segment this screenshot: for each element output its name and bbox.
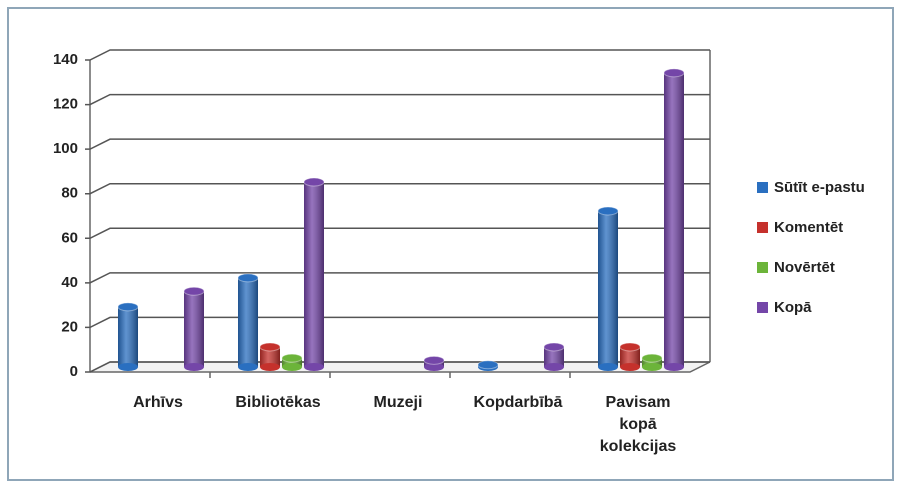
frame — [7, 7, 894, 481]
y-tick-label: 60 — [61, 229, 78, 246]
legend-swatch — [757, 182, 768, 193]
y-tick-label: 100 — [53, 140, 78, 157]
bar-shade — [118, 306, 138, 367]
bar-top — [597, 206, 619, 216]
grid-line — [85, 227, 710, 240]
bar-top — [281, 353, 303, 363]
x-tick-label: Kopdarbībā — [473, 394, 563, 411]
x-tick-label: Bibliotēkas — [235, 394, 321, 411]
grid-line — [85, 182, 710, 195]
bar-top — [183, 286, 205, 296]
bar-shade — [544, 346, 564, 367]
bar-shade — [282, 358, 302, 367]
bar-bottom — [620, 363, 640, 371]
y-tick-label: 40 — [61, 274, 78, 291]
bar-top — [477, 360, 499, 370]
y-tick-label: 80 — [61, 185, 78, 202]
bar-bottom — [260, 363, 280, 371]
bar-top — [663, 68, 685, 78]
bar-shade — [642, 358, 662, 367]
bar-shade — [620, 346, 640, 367]
legend-label: Sūtīt e-pastu — [774, 179, 865, 196]
legend-swatch — [757, 262, 768, 273]
bar-shade — [260, 346, 280, 367]
legend-label: Komentēt — [774, 219, 843, 236]
legend-label: Novērtēt — [774, 259, 835, 276]
bar-shade — [598, 211, 618, 367]
bar-top — [259, 342, 281, 352]
bar-top — [117, 302, 139, 312]
x-tick-label: Arhīvs — [133, 394, 183, 411]
grid-line — [85, 49, 710, 61]
bar-bottom — [642, 363, 662, 371]
bar-bottom — [544, 363, 564, 371]
bar-bottom — [238, 363, 258, 371]
bar-top — [423, 355, 445, 365]
y-tick-label: 0 — [70, 363, 78, 380]
bar-bottom — [282, 363, 302, 371]
x-tick-label: Pavisam kopā kolekcijas — [599, 394, 677, 455]
grid-line — [85, 361, 710, 373]
bar-bottom — [304, 363, 324, 371]
legend-swatch — [757, 302, 768, 313]
bar-top — [641, 353, 663, 363]
bar-top — [543, 342, 565, 352]
grid-line — [85, 138, 710, 150]
legend-label: Kopā — [774, 299, 812, 316]
bar-top — [237, 273, 259, 283]
y-tick-label: 140 — [53, 51, 78, 68]
bar-shade — [238, 277, 258, 367]
bar-shade — [304, 182, 324, 367]
grid-line — [85, 272, 710, 284]
bar-bottom — [424, 363, 444, 371]
bar-bottom — [664, 363, 684, 371]
grid-line — [85, 316, 710, 329]
legend-swatch — [757, 222, 768, 233]
bar-shade — [664, 72, 684, 367]
bar-bottom — [184, 363, 204, 371]
bar-shade — [184, 291, 204, 367]
bar-bottom — [598, 363, 618, 371]
x-tick-label: Muzeji — [373, 394, 423, 411]
grid-line — [85, 93, 710, 106]
bar-top — [619, 342, 641, 352]
y-tick-label: 120 — [53, 96, 78, 113]
bar-top — [303, 177, 325, 187]
bar-bottom — [118, 363, 138, 371]
y-tick-label: 20 — [61, 318, 78, 335]
